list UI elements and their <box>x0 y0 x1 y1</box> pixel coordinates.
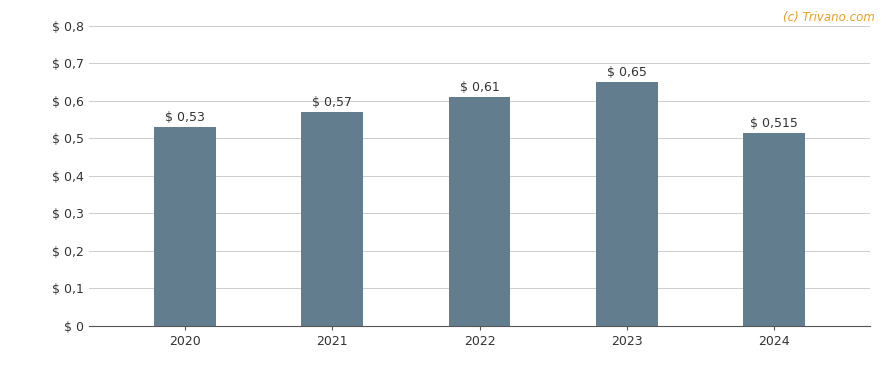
Bar <box>301 112 363 326</box>
Text: (c) Trivano.com: (c) Trivano.com <box>783 11 875 24</box>
Bar <box>448 97 511 326</box>
Bar <box>154 127 216 326</box>
Text: $ 0,57: $ 0,57 <box>312 97 352 110</box>
Text: $ 0,515: $ 0,515 <box>750 117 798 130</box>
Text: $ 0,53: $ 0,53 <box>164 111 204 124</box>
Bar <box>596 82 658 326</box>
Bar <box>743 133 805 326</box>
Text: $ 0,65: $ 0,65 <box>607 67 646 80</box>
Text: $ 0,61: $ 0,61 <box>460 81 499 94</box>
